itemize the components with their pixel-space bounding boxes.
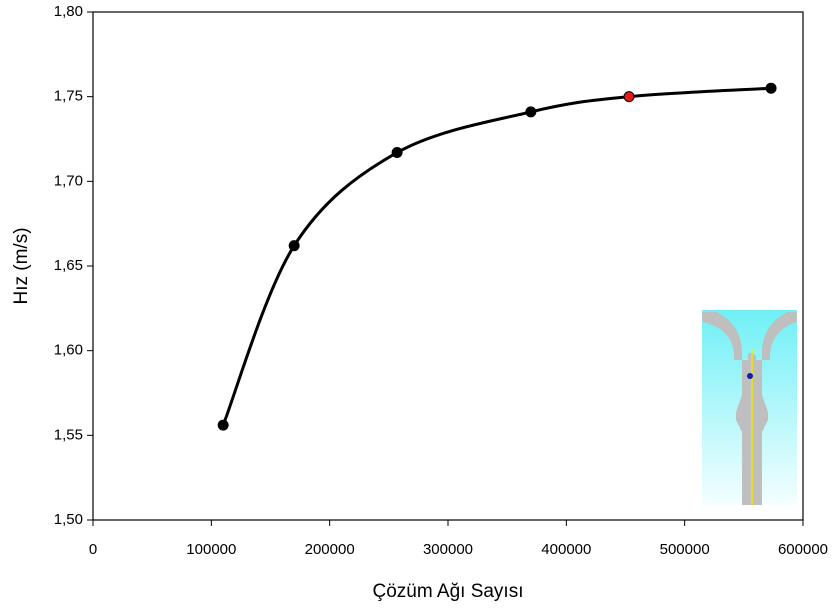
point	[392, 148, 402, 158]
y-tick-label: 1,55	[54, 426, 83, 443]
x-tick-label: 0	[89, 541, 97, 558]
y-axis-title: Hız (m/s)	[11, 227, 32, 304]
point	[526, 107, 536, 117]
x-tick-label: 100000	[186, 541, 236, 558]
x-tick-label: 600000	[778, 541, 828, 558]
y-tick-label: 1,80	[54, 3, 83, 20]
line	[223, 88, 771, 425]
point	[218, 420, 228, 430]
point	[766, 83, 776, 93]
point	[624, 92, 634, 102]
inset-image	[702, 310, 797, 505]
x-tick-label: 300000	[423, 541, 473, 558]
chart: Çözüm Ağı Sayısı Hız (m/s) 1,50 1,55 1,60 1…	[0, 0, 837, 613]
page: {"chart_data": {"type": "line", "xlabel"…	[0, 0, 837, 613]
y-tick-label: 1,75	[54, 88, 83, 105]
y-tick-label: 1,70	[54, 172, 83, 189]
x-tick-label: 400000	[541, 541, 591, 558]
y-tick-label: 1,60	[54, 342, 83, 359]
y-tick-label: 1,50	[54, 511, 83, 528]
x-tick-label: 500000	[660, 541, 710, 558]
y-tick-label: 1,65	[54, 257, 83, 274]
x-tick-label: 200000	[305, 541, 355, 558]
point	[289, 241, 299, 251]
plot-frame	[93, 12, 803, 520]
x-axis-title: Çözüm Ağı Sayısı	[372, 581, 523, 602]
